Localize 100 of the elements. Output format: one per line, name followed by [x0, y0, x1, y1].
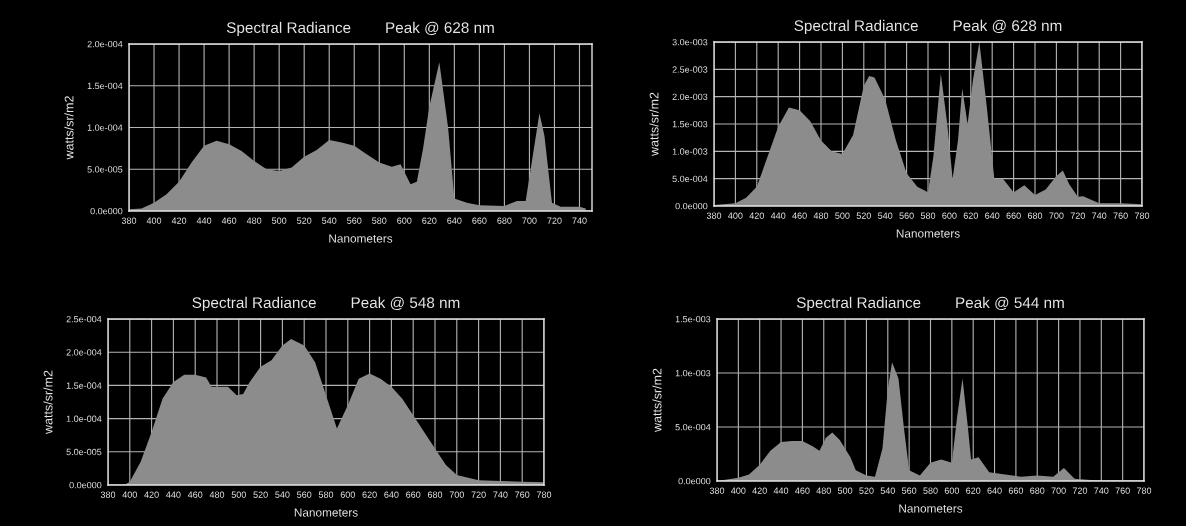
x-tick-label: 460 [795, 487, 810, 494]
x-tick-label: 540 [880, 487, 895, 494]
x-tick-label: 700 [449, 491, 464, 498]
x-tick-label: 740 [572, 217, 587, 224]
y-tick-label: 5.0e-005 [87, 166, 123, 173]
x-tick-label: 680 [427, 491, 443, 498]
y-tick-label: 1.0e-003 [672, 148, 708, 155]
x-tick-label: 780 [536, 491, 552, 498]
x-tick-label: 500 [835, 212, 850, 219]
x-tick-label: 720 [547, 217, 562, 224]
x-tick-label: 420 [752, 487, 767, 494]
x-tick-label: 600 [944, 487, 960, 494]
x-tick-label: 760 [515, 491, 530, 498]
x-tick-label: 600 [942, 212, 957, 219]
x-tick-label: 660 [472, 217, 487, 224]
x-tick-label: 660 [406, 491, 421, 498]
x-tick-label: 600 [397, 217, 412, 224]
y-axis-title: watts/sr/m2 [64, 96, 74, 160]
x-tick-label: 740 [1094, 487, 1109, 494]
x-tick-label: 640 [987, 487, 1002, 494]
x-tick-label: 420 [749, 212, 764, 219]
x-tick-label: 740 [1092, 212, 1107, 219]
x-tick-label: 440 [166, 491, 181, 498]
y-tick-label: 1.0e-004 [66, 415, 102, 422]
x-tick-label: 560 [347, 217, 362, 224]
x-tick-label: 540 [322, 217, 337, 224]
y-tick-label: 2.0e-004 [87, 40, 123, 48]
y-tick-label: 5.0e-004 [672, 175, 708, 183]
x-tick-label: 380 [100, 491, 116, 498]
x-tick-label: 560 [901, 487, 917, 494]
y-tick-label: 0.0e000 [678, 477, 711, 485]
x-tick-label: 520 [253, 491, 268, 498]
y-tick-label: 2.0e-003 [672, 93, 708, 101]
x-tick-label: 600 [340, 491, 355, 498]
x-tick-label: 660 [1008, 487, 1024, 494]
x-tick-label: 620 [966, 487, 981, 494]
x-axis-title: Nanometers [899, 504, 963, 513]
y-tick-label: 0.0e000 [675, 202, 708, 210]
chart-title: Spectral Radiance Peak @ 628 nm [226, 21, 494, 37]
x-tick-label: 680 [497, 217, 512, 224]
x-tick-label: 500 [231, 491, 246, 498]
y-tick-label: 2.5e-004 [66, 315, 102, 323]
x-tick-label: 740 [493, 491, 508, 498]
y-tick-label: 1.0e-003 [675, 369, 711, 377]
y-axis-title: watts/sr/m2 [43, 370, 53, 434]
x-tick-label: 620 [422, 217, 437, 224]
x-tick-label: 700 [522, 217, 537, 224]
x-tick-label: 660 [1006, 212, 1021, 219]
chart-title: Spectral Radiance Peak @ 544 nm [796, 296, 1064, 312]
x-axis-title: Nanometers [896, 229, 960, 238]
y-axis-title: watts/sr/m2 [652, 368, 662, 432]
y-tick-label: 1.5e-004 [87, 82, 123, 90]
x-tick-label: 540 [275, 491, 290, 498]
y-tick-label: 3.0e-003 [672, 38, 708, 46]
x-tick-label: 520 [297, 217, 312, 224]
y-tick-label: 1.5e-003 [672, 120, 708, 128]
x-axis-title: Nanometers [329, 234, 393, 243]
y-tick-label: 2.0e-004 [66, 349, 102, 356]
x-tick-label: 420 [171, 217, 187, 224]
y-tick-label: 1.0e-004 [87, 124, 123, 131]
y-tick-label: 5.0e-005 [66, 448, 102, 456]
x-tick-label: 580 [318, 491, 334, 498]
x-tick-label: 560 [899, 212, 914, 219]
x-tick-label: 380 [709, 487, 725, 494]
y-tick-label: 0.0e000 [69, 481, 102, 489]
x-tick-label: 500 [271, 217, 287, 224]
x-tick-label: 640 [447, 217, 462, 224]
y-tick-label: 1.5e-003 [675, 315, 711, 323]
x-tick-label: 760 [1113, 212, 1128, 219]
x-tick-label: 440 [770, 212, 786, 219]
y-tick-label: 5.0e-004 [675, 423, 711, 431]
x-tick-label: 520 [859, 487, 874, 494]
x-tick-label: 400 [122, 491, 137, 498]
chart-title: Spectral Radiance Peak @ 628 nm [794, 19, 1062, 35]
x-tick-label: 480 [813, 212, 829, 219]
x-tick-label: 400 [728, 212, 743, 219]
x-tick-label: 620 [963, 212, 978, 219]
chart-title: Spectral Radiance Peak @ 548 nm [192, 296, 460, 312]
x-tick-label: 540 [878, 212, 893, 219]
y-axis-title: watts/sr/m2 [649, 92, 659, 156]
x-tick-label: 560 [297, 491, 312, 498]
y-tick-label: 1.5e-004 [66, 382, 102, 389]
x-tick-label: 480 [209, 491, 225, 498]
y-tick-label: 0.0e000 [90, 207, 123, 215]
x-tick-label: 580 [923, 487, 938, 494]
x-tick-label: 420 [144, 491, 159, 498]
x-tick-label: 760 [1115, 487, 1130, 494]
x-tick-label: 780 [1134, 212, 1150, 219]
x-tick-label: 580 [920, 212, 936, 219]
x-tick-label: 780 [1136, 487, 1152, 494]
x-tick-label: 720 [471, 491, 486, 498]
x-tick-label: 620 [362, 491, 377, 498]
x-tick-label: 520 [856, 212, 871, 219]
x-tick-label: 700 [1049, 212, 1064, 219]
x-tick-label: 460 [187, 491, 203, 498]
x-tick-label: 480 [816, 487, 831, 494]
x-tick-label: 580 [372, 217, 387, 224]
x-tick-label: 640 [384, 491, 399, 498]
x-tick-label: 720 [1072, 487, 1088, 494]
x-tick-label: 480 [246, 217, 262, 224]
